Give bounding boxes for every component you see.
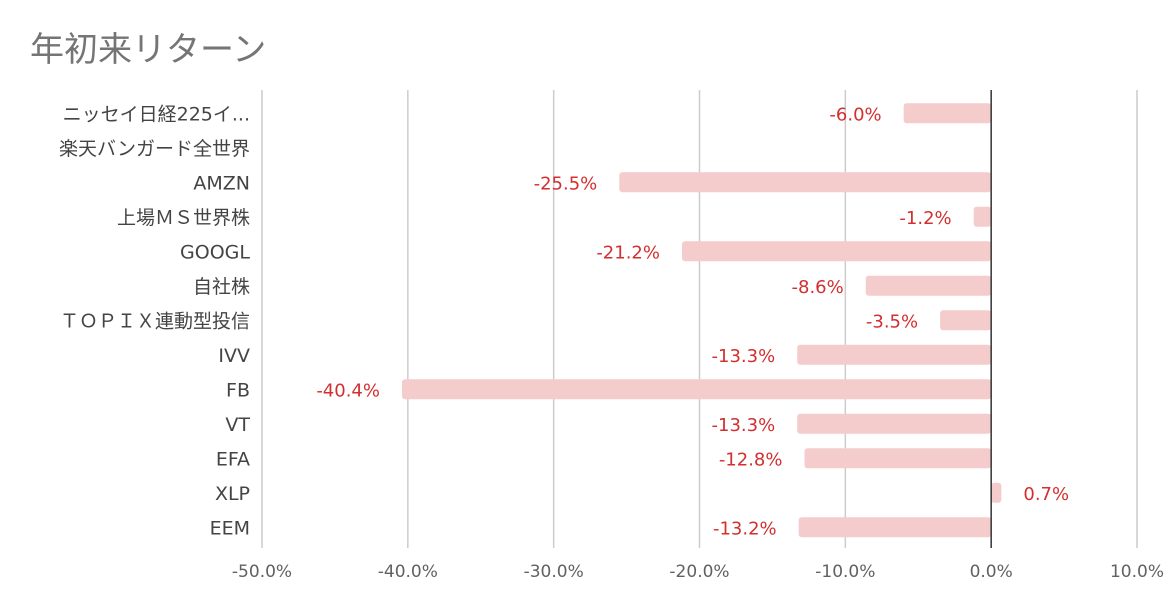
bar (402, 379, 992, 400)
x-tick-label: -20.0% (669, 562, 729, 582)
x-tick-label: -10.0% (815, 562, 875, 582)
category-label: ニッセイ日経225イ... (63, 103, 250, 125)
data-label: -13.3% (712, 415, 776, 436)
x-tick-label: -30.0% (524, 562, 584, 582)
category-label: EEM (210, 517, 250, 539)
bar (991, 482, 1002, 503)
data-label: -12.8% (719, 449, 783, 470)
data-label: -25.5% (534, 173, 598, 194)
x-tick-label: 0.0% (970, 562, 1013, 582)
category-label: ＴＯＰＩＸ連動型投信 (60, 310, 250, 332)
data-label: -6.0% (829, 104, 881, 125)
data-label: 0.7% (1023, 484, 1069, 505)
data-label: -3.5% (866, 311, 918, 332)
category-label: 自社株 (193, 276, 250, 298)
category-label: EFA (216, 448, 250, 470)
x-tick-label: -40.0% (378, 562, 438, 582)
category-label: 上場ＭＳ世界株 (117, 207, 250, 229)
category-label: 楽天バンガード全世界 (59, 138, 250, 160)
category-label: GOOGL (180, 241, 250, 263)
data-label: -13.3% (712, 346, 776, 367)
bar (798, 517, 992, 538)
x-tick-label: -50.0% (232, 562, 292, 582)
bar (903, 103, 992, 124)
data-label: -8.6% (792, 277, 844, 298)
category-label: IVV (218, 345, 250, 367)
bar (797, 344, 992, 365)
chart-title: 年初来リターン (30, 30, 267, 70)
x-tick-label: 10.0% (1110, 562, 1164, 582)
category-label: FB (226, 379, 250, 401)
category-label: VT (225, 414, 250, 436)
category-label: XLP (215, 483, 250, 505)
category-label: AMZN (193, 172, 250, 194)
bar (619, 172, 992, 193)
data-label: -13.2% (713, 518, 777, 539)
data-label: -40.4% (316, 380, 380, 401)
bar (940, 310, 992, 331)
bar (865, 275, 992, 296)
bar (804, 448, 992, 469)
data-label: -21.2% (596, 242, 660, 263)
bar (797, 413, 992, 434)
data-label: -1.2% (899, 208, 951, 229)
bar (682, 241, 992, 262)
bar (973, 206, 992, 227)
